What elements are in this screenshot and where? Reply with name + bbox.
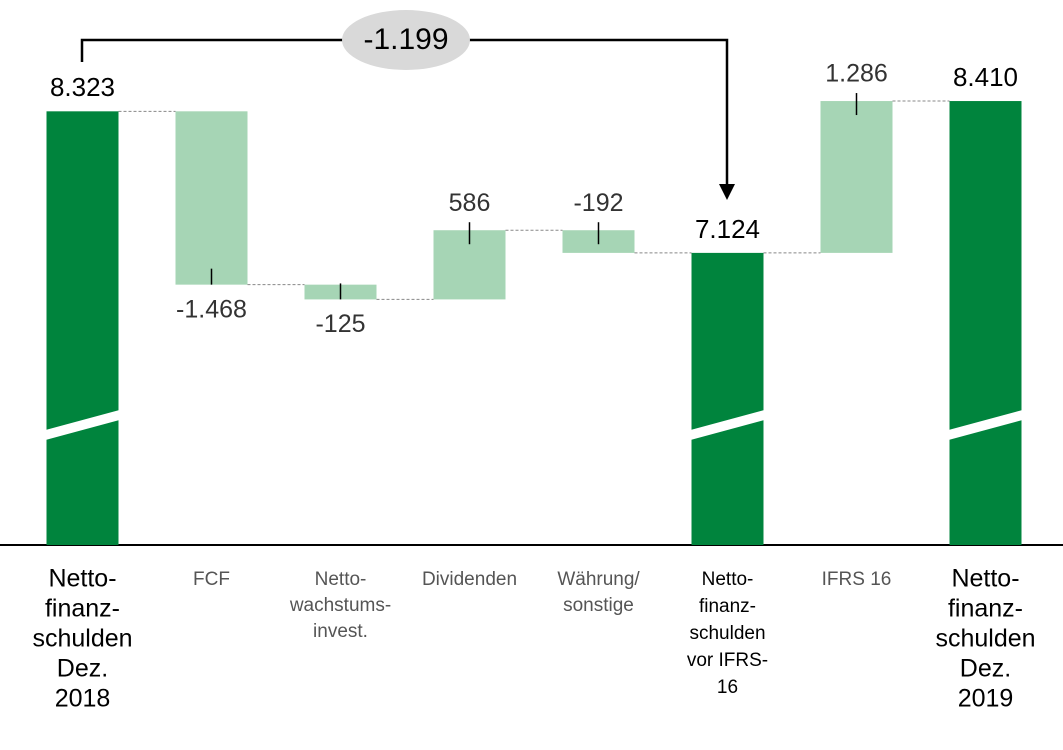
bar bbox=[175, 111, 248, 285]
bar bbox=[949, 101, 1022, 546]
x-tick-label: 2018 bbox=[55, 685, 111, 713]
bar bbox=[691, 252, 764, 545]
value-label: -1.468 bbox=[176, 295, 247, 323]
x-tick-label: schulden bbox=[689, 623, 765, 644]
value-label: 8.410 bbox=[953, 62, 1018, 92]
arrow-head bbox=[719, 184, 735, 200]
x-tick-label: Netto- bbox=[48, 565, 116, 593]
value-label: 8.323 bbox=[50, 72, 115, 102]
value-label: 586 bbox=[449, 189, 491, 217]
x-tick-label: Dividenden bbox=[422, 569, 517, 590]
x-tick-label: IFRS 16 bbox=[822, 569, 892, 590]
x-tick-label: finanz- bbox=[45, 595, 120, 623]
x-tick-label: Netto- bbox=[315, 569, 367, 590]
x-tick-label: Dez. bbox=[57, 655, 108, 683]
annotation-bubble bbox=[342, 10, 470, 70]
annotation: -1.199 bbox=[363, 23, 448, 56]
bar bbox=[46, 111, 119, 545]
value-label: 1.286 bbox=[825, 60, 888, 88]
axis-break bbox=[690, 410, 765, 440]
x-tick-label: 16 bbox=[717, 677, 738, 698]
x-tick-label: Dez. bbox=[960, 655, 1011, 683]
x-tick-label: finanz- bbox=[699, 596, 756, 617]
x-tick-label: wachstums- bbox=[289, 595, 391, 616]
x-tick-label: finanz- bbox=[948, 595, 1023, 623]
value-label: 7.124 bbox=[695, 214, 760, 244]
x-tick-label: Währung/ bbox=[557, 569, 640, 590]
x-tick-label: Netto- bbox=[951, 565, 1019, 593]
x-tick-label: vor IFRS- bbox=[687, 650, 768, 671]
x-tick-label: sonstige bbox=[563, 595, 634, 616]
axis-break bbox=[948, 410, 1023, 440]
x-tick-label: invest. bbox=[313, 621, 368, 642]
x-tick-label: schulden bbox=[32, 625, 132, 653]
value-label: -125 bbox=[315, 310, 365, 338]
bar bbox=[820, 101, 893, 253]
x-tick-label: Netto- bbox=[702, 569, 754, 590]
axis-break bbox=[45, 410, 120, 440]
x-tick-label: FCF bbox=[193, 569, 230, 590]
x-tick-label: 2019 bbox=[958, 685, 1014, 713]
value-label: -192 bbox=[573, 189, 623, 217]
x-tick-label: schulden bbox=[935, 625, 1035, 653]
